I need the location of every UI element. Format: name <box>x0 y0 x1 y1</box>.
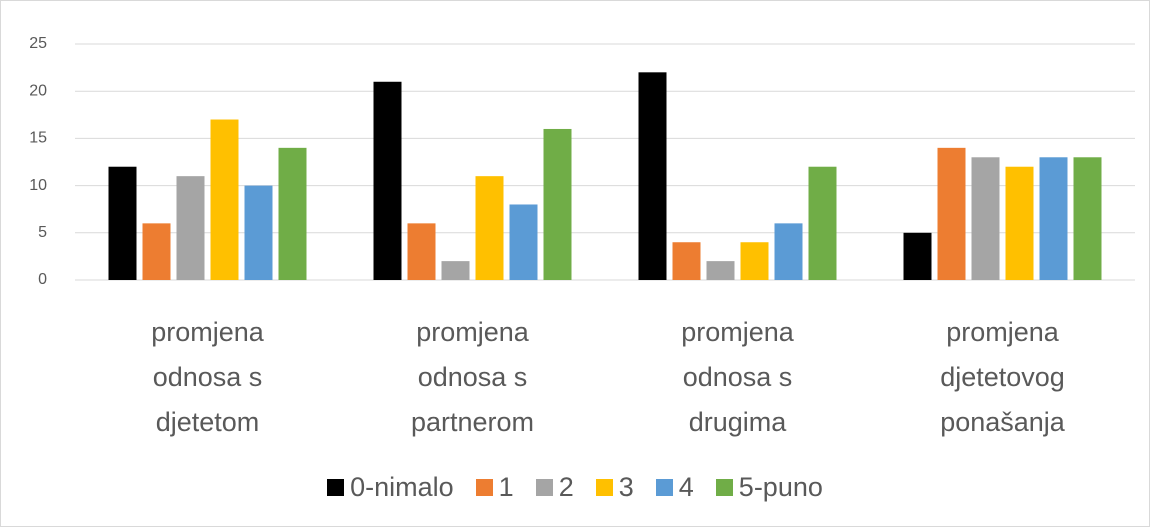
bar <box>278 147 307 280</box>
bar <box>774 223 803 280</box>
legend-item: 3 <box>595 472 634 503</box>
x-tick-label: promjena djetetovog ponašanja <box>940 317 1065 437</box>
legend-label: 3 <box>618 472 634 502</box>
legend: 0-nimalo 1 2 3 4 5-puno <box>0 472 1150 503</box>
legend-label: 4 <box>678 472 694 502</box>
legend-label: 2 <box>558 472 574 502</box>
legend-label: 5-puno <box>738 472 823 502</box>
legend-swatch <box>535 479 553 496</box>
legend-item: 4 <box>655 472 694 503</box>
y-tick-label: 25 <box>29 35 47 52</box>
legend-swatch <box>327 479 345 496</box>
legend-label: 0-nimalo <box>350 472 454 502</box>
bar <box>903 232 932 280</box>
bar <box>971 157 1000 280</box>
bar <box>808 166 837 280</box>
bar <box>373 81 402 280</box>
bar <box>176 176 205 280</box>
legend-item: 2 <box>535 472 574 503</box>
x-tick-label: promjena odnosa s partnerom <box>410 317 535 437</box>
bar <box>740 242 769 280</box>
legend-item: 5-puno <box>715 472 823 503</box>
y-tick-label: 20 <box>29 82 47 99</box>
legend-swatch <box>595 479 613 496</box>
bar <box>543 128 572 280</box>
x-tick-label: promjena odnosa s djetetom <box>151 317 264 437</box>
y-tick-label: 15 <box>29 130 47 147</box>
legend-label: 1 <box>498 472 514 502</box>
y-tick-label: 0 <box>38 271 47 288</box>
bar <box>475 176 504 280</box>
bar <box>441 261 470 280</box>
legend-swatch <box>715 479 733 496</box>
legend-item: 1 <box>475 472 514 503</box>
bar <box>244 185 273 280</box>
bar <box>509 204 538 280</box>
bar <box>1005 166 1034 280</box>
y-tick-label: 5 <box>38 224 47 241</box>
bar <box>937 147 966 280</box>
x-tick-label: promjena odnosa s drugima <box>681 317 794 437</box>
bar <box>210 119 239 281</box>
bar <box>108 166 137 280</box>
bar <box>1039 157 1068 280</box>
bar <box>1073 157 1102 280</box>
legend-item: 0-nimalo <box>327 472 454 503</box>
legend-swatch <box>655 479 673 496</box>
bar <box>672 242 701 280</box>
bar <box>407 223 436 280</box>
bar <box>638 72 667 280</box>
y-tick-label: 10 <box>29 177 47 194</box>
bar <box>706 261 735 280</box>
legend-swatch <box>475 479 493 496</box>
bar <box>142 223 171 280</box>
